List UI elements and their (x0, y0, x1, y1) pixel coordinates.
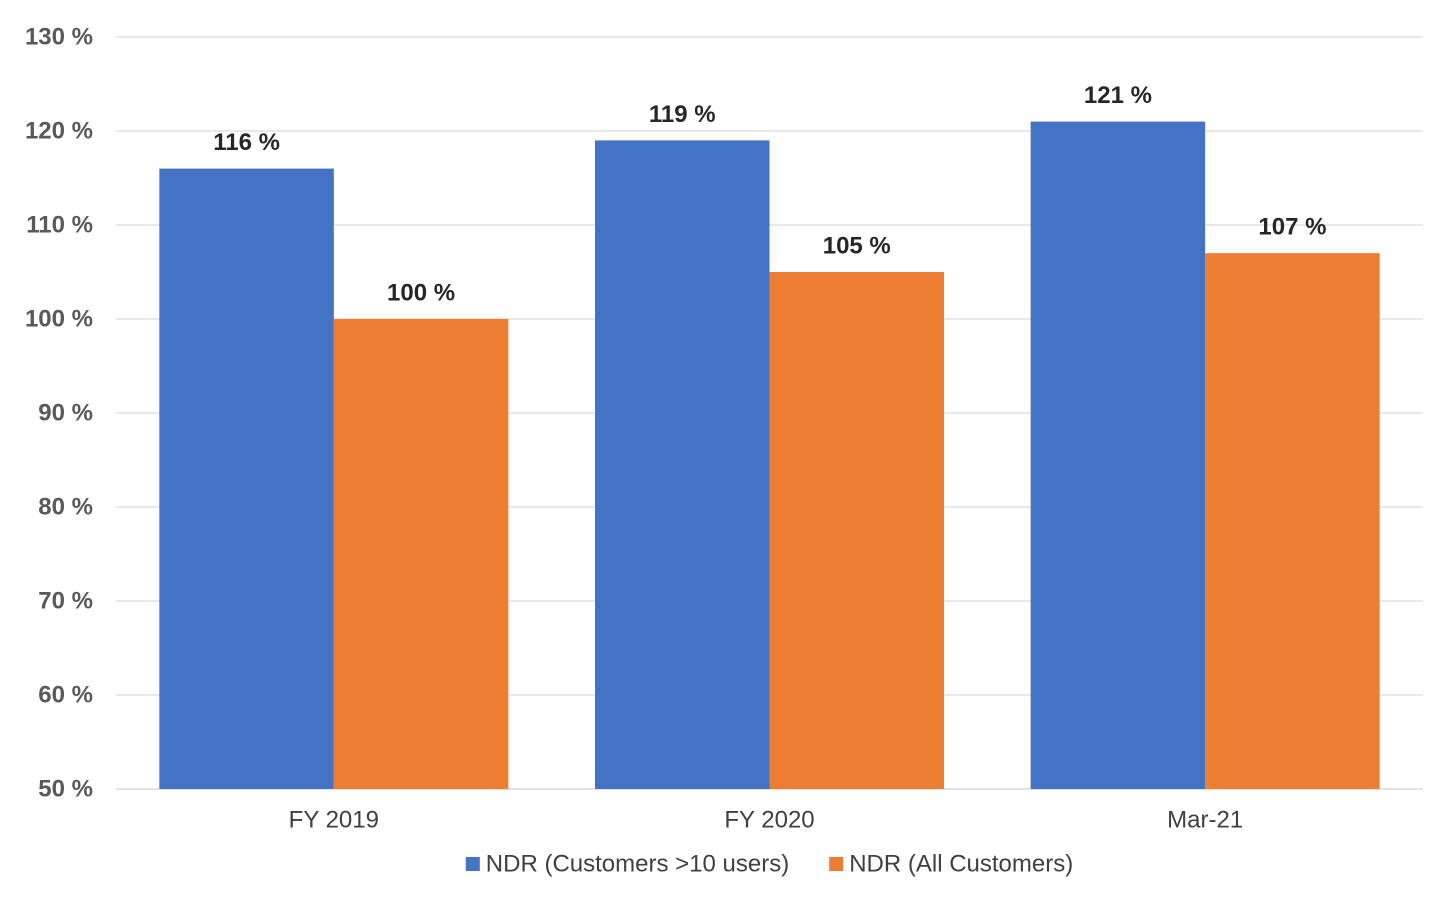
bar-all-customers-2 (1205, 253, 1380, 789)
data-label: 107 % (1258, 214, 1326, 241)
legend-swatch (465, 857, 480, 871)
y-tick-label: 90 % (38, 400, 93, 427)
data-label: 116 % (213, 129, 280, 156)
data-label: 119 % (649, 101, 716, 128)
y-tick-label: 50 % (38, 776, 93, 803)
y-tick-label: 80 % (38, 494, 93, 521)
y-tick-label: 60 % (38, 682, 93, 709)
y-tick-label: 120 % (25, 118, 93, 145)
y-tick-label: 110 % (26, 212, 93, 239)
legend-item-customers-over-10-users: NDR (Customers >10 users) (465, 851, 789, 878)
data-label: 100 % (387, 280, 455, 307)
legend-label: NDR (Customers >10 users) (486, 851, 789, 878)
legend-item-all-customers: NDR (All Customers) (829, 851, 1073, 878)
y-tick-label: 100 % (25, 306, 93, 333)
bar-customers-over-10-users-0 (159, 168, 334, 790)
x-category-label: FY 2020 (724, 807, 814, 834)
legend-swatch (829, 857, 844, 871)
data-label: 121 % (1084, 82, 1152, 109)
bar-customers-over-10-users-2 (1030, 121, 1206, 790)
y-axis-tick-labels: 50 % 60 % 70 % 80 % 90 % 100 % 110 % 120 % 130 % (25, 24, 93, 803)
data-labels: 116 % 100 % 119 % 105 % 121 % 107 % (213, 82, 1326, 306)
bar-all-customers-1 (769, 272, 944, 789)
y-tick-label: 70 % (38, 588, 93, 615)
bars (159, 121, 1380, 790)
x-category-label: FY 2019 (289, 807, 379, 834)
bar-all-customers-0 (333, 319, 509, 789)
y-tick-label: 130 % (25, 24, 93, 51)
legend: NDR (Customers >10 users) NDR (All Custom… (465, 851, 1073, 878)
data-label: 105 % (823, 233, 891, 260)
x-axis-category-labels: FY 2019 FY 2020 Mar-21 (289, 807, 1243, 834)
legend-label: NDR (All Customers) (849, 851, 1073, 878)
x-category-label: Mar-21 (1167, 807, 1243, 834)
bar-customers-over-10-users-1 (595, 140, 770, 789)
